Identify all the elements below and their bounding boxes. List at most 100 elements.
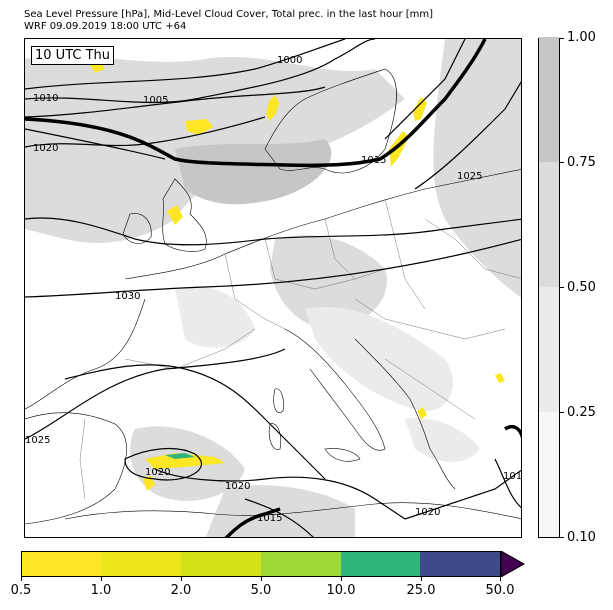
isobar-line — [25, 39, 376, 104]
country-border — [79, 418, 86, 500]
colorbar-tick-label: 5.0 — [250, 583, 272, 598]
precip-area — [495, 373, 505, 383]
precip-area — [417, 407, 427, 419]
colorbar-segment — [22, 552, 102, 576]
country-border — [264, 238, 386, 290]
isobar-label: 1020 — [415, 507, 440, 518]
colorbar-tick — [560, 287, 564, 288]
isobar-line — [64, 364, 326, 480]
isobar-line — [25, 39, 346, 90]
isobar-line — [25, 348, 286, 440]
precip-area — [167, 205, 183, 225]
colorbar-tick — [181, 577, 182, 581]
isobar-line — [404, 469, 521, 520]
map-svg: 1000 1005 1010 1020 1015 1025 1030 1025 … — [25, 39, 521, 537]
isobar-label: 1025 — [25, 435, 50, 446]
coastline-italy — [284, 328, 386, 451]
precip-area — [413, 97, 427, 121]
isobar-line — [25, 217, 521, 246]
cloud-cover-colorbar — [538, 37, 560, 538]
isobar-label: 1000 — [277, 55, 302, 66]
colorbar-tick-label: 0.10 — [567, 530, 596, 545]
colorbar-tick-label: 0.50 — [567, 280, 596, 295]
coastline-britain — [162, 178, 207, 252]
isobar-line — [244, 498, 314, 537]
colorbar-tick-label: 1.00 — [567, 30, 596, 45]
colorbar-tick-label: 50.0 — [485, 583, 515, 598]
country-border — [424, 218, 521, 279]
coastline-north-africa — [64, 502, 521, 520]
country-border — [384, 358, 476, 420]
isobar-label: 1020 — [33, 143, 58, 154]
colorbar-tick — [560, 38, 564, 39]
isobar-line — [384, 39, 466, 140]
isobar-line — [25, 86, 326, 118]
isobar-line — [154, 468, 406, 520]
cloud-area — [205, 485, 355, 537]
isobar-line-bold — [504, 425, 521, 439]
colorbar-segment — [420, 552, 501, 576]
colorbar-tick-label: 1.0 — [90, 583, 112, 598]
isobar-layer — [25, 39, 521, 537]
cloud-area — [405, 418, 480, 463]
colorbar-tick — [261, 577, 262, 581]
colorbar-tick — [500, 577, 501, 581]
coastline-balkans — [354, 338, 456, 490]
map-panel: 1000 1005 1010 1020 1015 1025 1030 1025 … — [24, 38, 522, 538]
cloud-area — [305, 307, 454, 411]
isobar-line — [25, 238, 521, 298]
isobar-label: 1020 — [145, 467, 170, 478]
country-border — [224, 253, 286, 330]
isobar-labels: 1000 1005 1010 1020 1015 1025 1030 1025 … — [25, 55, 521, 524]
colorbar-tick-label: 25.0 — [406, 583, 436, 598]
isobar-line-bold — [25, 39, 487, 168]
colorbar-tick — [560, 412, 564, 413]
cloud-area — [433, 39, 521, 298]
colorbar-segment — [539, 162, 559, 287]
cloud-area — [175, 139, 332, 205]
colorbar-tick — [101, 577, 102, 581]
colorbar-tick — [21, 577, 22, 581]
country-border — [354, 298, 506, 340]
colorbar-segment — [539, 287, 559, 412]
colorbar-tick — [560, 537, 564, 538]
colorbar-tick — [560, 162, 564, 163]
isobar-label: 1010 — [33, 93, 58, 104]
colorbar-segment — [340, 552, 421, 576]
colorbar-tick — [421, 577, 422, 581]
colorbar-segment — [181, 552, 262, 576]
isobar-line — [124, 448, 202, 481]
cloud-cover-layer — [25, 39, 521, 537]
isobar-line — [25, 128, 166, 160]
coastline-continent — [25, 169, 521, 410]
cloud-area — [270, 235, 387, 329]
coastline-ireland — [122, 213, 152, 244]
coastline-iberia — [25, 412, 127, 525]
isobar-line — [494, 458, 521, 508]
precip-area — [266, 95, 279, 121]
country-border — [124, 328, 256, 370]
cloud-area — [175, 286, 255, 348]
colorbar-segment — [539, 37, 559, 162]
colorbar-tick-label: 10.0 — [326, 583, 356, 598]
coastline-scandinavia — [264, 68, 397, 174]
isobar-bold-layer — [25, 39, 521, 537]
precip-area — [165, 453, 195, 459]
isobar-line — [414, 81, 521, 190]
border-layer — [79, 198, 521, 500]
isobar-label: 1020 — [225, 481, 250, 492]
colorbar-segment — [101, 552, 182, 576]
coastline-layer — [25, 68, 521, 525]
isobar-label: 1015 — [257, 513, 282, 524]
colorbar-tick-label: 0.25 — [567, 405, 596, 420]
country-border — [384, 198, 426, 310]
isobar-label: 1015 — [361, 155, 386, 166]
country-border — [324, 218, 356, 280]
colorbar-tick — [341, 577, 342, 581]
isobar-label: 1025 — [457, 171, 482, 182]
colorbar-tick-label: 2.0 — [170, 583, 192, 598]
valid-time-label: 10 UTC Thu — [31, 46, 114, 65]
isobar-label: 1005 — [143, 95, 168, 106]
colorbar-extend-arrow — [501, 551, 525, 577]
colorbar-tick-label: 0.5 — [10, 583, 32, 598]
